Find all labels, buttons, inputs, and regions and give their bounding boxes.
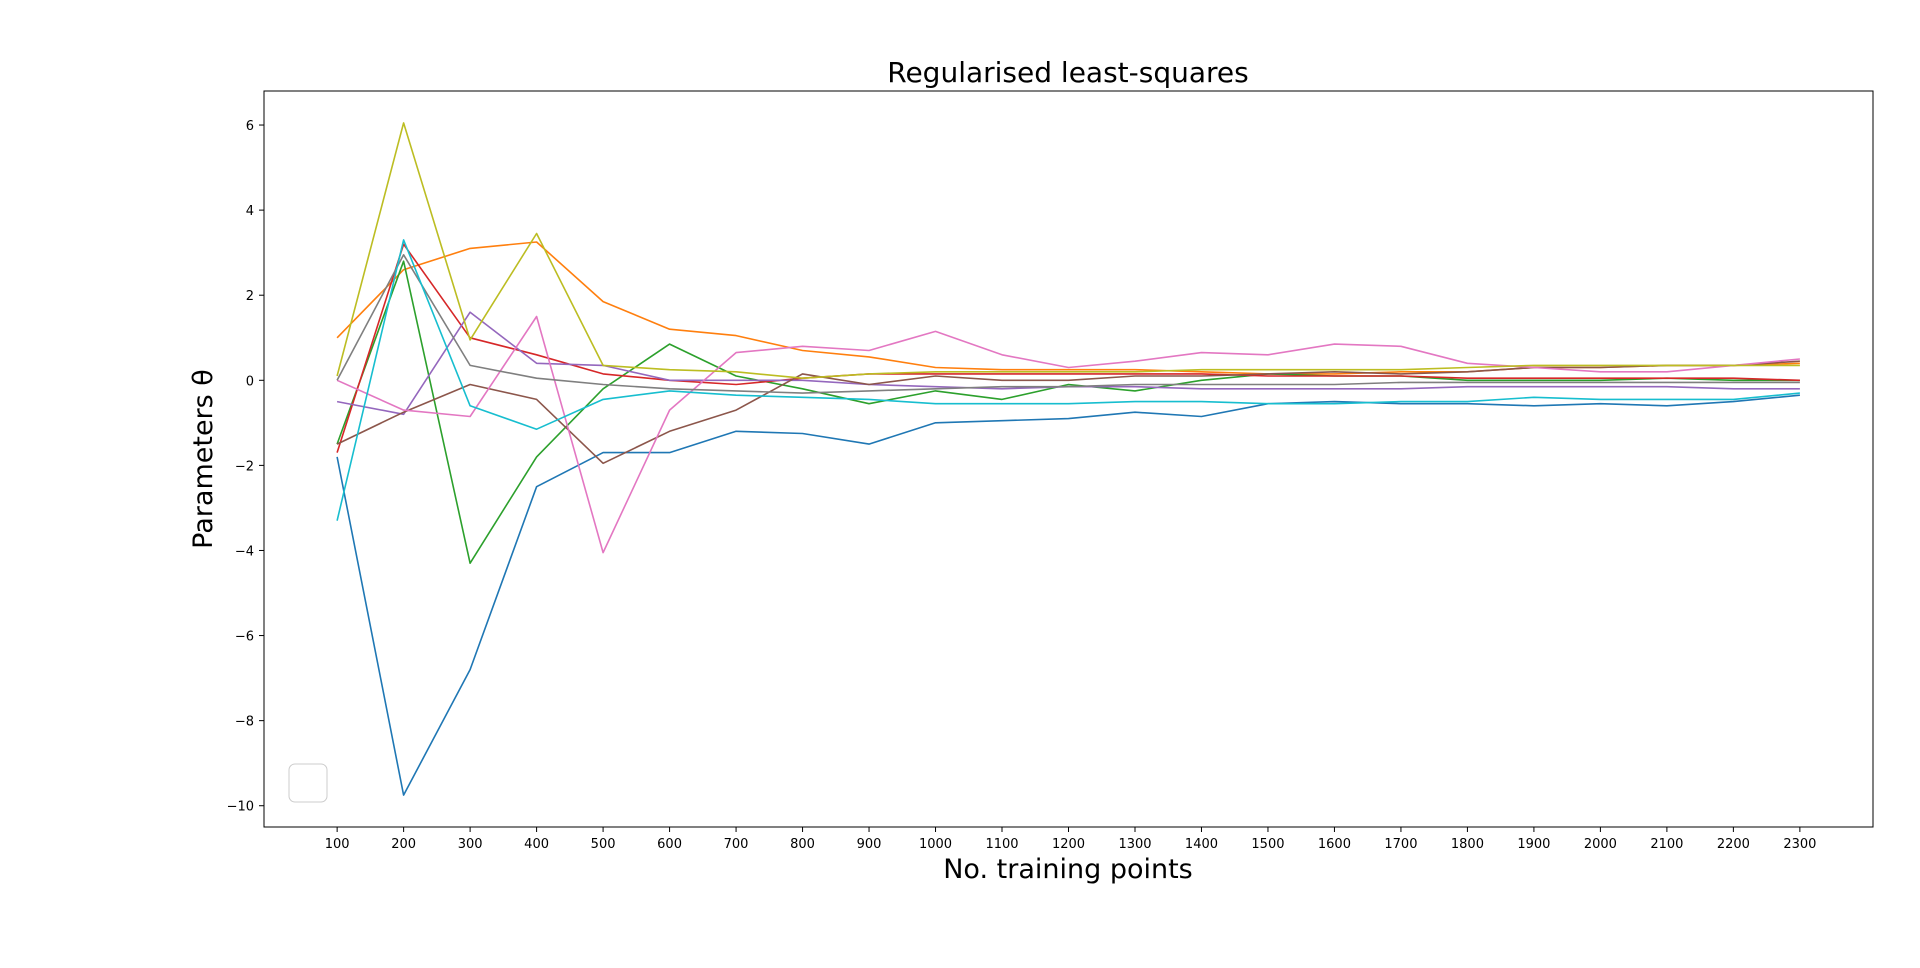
series-line-1: [336, 394, 1800, 796]
y-tick-label: 4: [246, 204, 254, 219]
series-line-7: [336, 315, 1800, 554]
series-line-3: [336, 260, 1800, 565]
x-axis: 100 200 300 400 500 600 700 800 900 1000 1100 1200 1…: [325, 827, 1816, 852]
y-tick-label: 0: [246, 374, 254, 389]
series-line-10: [336, 239, 1800, 521]
x-tick-label: 2000: [1584, 837, 1617, 852]
x-tick-label: 200: [391, 837, 416, 852]
x-tick-label: 900: [857, 837, 882, 852]
plot-area: [263, 90, 1874, 828]
series-line-8: [336, 254, 1800, 394]
chart-title: Regularised least-squares: [887, 56, 1248, 89]
x-tick-label: 300: [458, 837, 483, 852]
x-tick-label: 2300: [1783, 837, 1816, 852]
series-line-9: [336, 122, 1800, 380]
y-axis-label: Parameters θ: [188, 369, 219, 549]
x-tick-label: 400: [524, 837, 549, 852]
series-line-4: [336, 243, 1800, 453]
x-tick-label: 1300: [1118, 837, 1151, 852]
x-tick-label: 700: [724, 837, 749, 852]
y-tick-label: 6: [246, 119, 254, 134]
x-tick-label: 2100: [1650, 837, 1683, 852]
x-tick-label: 2200: [1717, 837, 1750, 852]
series-line-6: [336, 360, 1800, 465]
legend-box: [288, 763, 328, 803]
y-tick-label: −6: [235, 630, 254, 645]
series-line-2: [336, 241, 1800, 375]
x-tick-label: 800: [790, 837, 815, 852]
x-tick-label: 600: [657, 837, 682, 852]
x-tick-label: 1100: [985, 837, 1018, 852]
y-tick-label: −8: [235, 715, 254, 730]
x-tick-label: 1700: [1384, 837, 1417, 852]
x-tick-label: 1200: [1052, 837, 1085, 852]
y-tick-label: −2: [235, 459, 254, 474]
y-tick-label: −10: [227, 800, 254, 815]
series-layer: [336, 122, 1800, 796]
x-tick-label: 500: [591, 837, 616, 852]
x-tick-label: 100: [325, 837, 350, 852]
y-tick-label: −4: [235, 544, 254, 559]
y-axis: −10 −8 −6 −4 −2 0 2 4 6: [227, 119, 264, 815]
plot-frame: [263, 90, 1874, 828]
x-tick-label: 1900: [1517, 837, 1550, 852]
x-tick-label: 1500: [1251, 837, 1284, 852]
y-tick-label: 2: [246, 289, 254, 304]
x-tick-label: 1400: [1185, 837, 1218, 852]
x-tick-label: 1000: [919, 837, 952, 852]
x-axis-label: No. training points: [943, 854, 1193, 885]
x-tick-label: 1800: [1451, 837, 1484, 852]
x-tick-label: 1600: [1318, 837, 1351, 852]
